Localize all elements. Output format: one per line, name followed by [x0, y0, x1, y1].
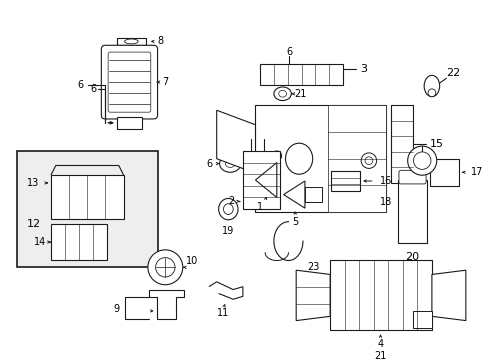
Bar	[397, 180, 426, 243]
Text: 3: 3	[360, 64, 366, 73]
Text: 10: 10	[186, 256, 198, 266]
Text: 16: 16	[379, 176, 391, 186]
Polygon shape	[283, 181, 305, 208]
Ellipse shape	[274, 153, 279, 158]
Bar	[243, 151, 279, 209]
Text: 7: 7	[162, 77, 168, 87]
Text: 12: 12	[27, 219, 41, 229]
Ellipse shape	[285, 143, 312, 174]
Text: 1: 1	[257, 202, 263, 212]
Polygon shape	[216, 110, 255, 173]
Bar	[51, 224, 107, 261]
Ellipse shape	[225, 160, 235, 167]
Text: 14: 14	[34, 237, 46, 247]
Ellipse shape	[273, 87, 291, 100]
Text: 20: 20	[405, 252, 419, 262]
Bar	[329, 261, 431, 330]
Ellipse shape	[223, 204, 233, 215]
Text: 18: 18	[379, 197, 391, 207]
FancyBboxPatch shape	[398, 170, 425, 184]
Ellipse shape	[278, 90, 286, 97]
Text: 9: 9	[113, 304, 120, 314]
Ellipse shape	[413, 152, 430, 169]
Bar	[390, 105, 412, 183]
Text: 21: 21	[374, 351, 386, 360]
Text: 15: 15	[429, 139, 443, 149]
Text: 21: 21	[293, 89, 305, 99]
Text: 6: 6	[90, 84, 97, 94]
Text: 5: 5	[291, 217, 298, 227]
Ellipse shape	[218, 198, 238, 220]
Polygon shape	[431, 270, 465, 321]
Bar	[327, 105, 386, 212]
Ellipse shape	[124, 39, 138, 44]
Ellipse shape	[423, 75, 439, 97]
Bar	[330, 171, 360, 191]
Text: 6: 6	[205, 158, 212, 168]
Polygon shape	[296, 270, 329, 321]
Text: 2: 2	[227, 196, 234, 206]
Ellipse shape	[147, 250, 183, 285]
FancyBboxPatch shape	[101, 45, 157, 119]
Ellipse shape	[155, 258, 175, 277]
Bar	[255, 105, 386, 212]
Text: 19: 19	[222, 226, 234, 237]
Ellipse shape	[219, 155, 241, 172]
Ellipse shape	[364, 157, 372, 165]
Text: 22: 22	[446, 68, 460, 78]
Bar	[305, 187, 322, 202]
Text: 6: 6	[286, 47, 292, 57]
Text: 23: 23	[307, 262, 319, 272]
Text: 13: 13	[27, 178, 39, 188]
Bar	[429, 159, 458, 186]
Ellipse shape	[427, 89, 435, 97]
Text: 6: 6	[77, 80, 83, 90]
Text: 4: 4	[377, 339, 383, 349]
Polygon shape	[117, 37, 145, 45]
Bar	[51, 175, 123, 219]
Ellipse shape	[407, 146, 436, 175]
Text: 8: 8	[157, 36, 163, 46]
FancyBboxPatch shape	[108, 52, 150, 112]
Ellipse shape	[271, 151, 281, 161]
Bar	[412, 311, 431, 328]
Text: 11: 11	[217, 308, 229, 318]
Bar	[117, 117, 142, 129]
Polygon shape	[148, 289, 183, 319]
Polygon shape	[255, 163, 276, 198]
Text: 17: 17	[470, 167, 482, 177]
Ellipse shape	[361, 153, 376, 168]
Bar	[17, 151, 157, 267]
Bar	[260, 64, 342, 85]
